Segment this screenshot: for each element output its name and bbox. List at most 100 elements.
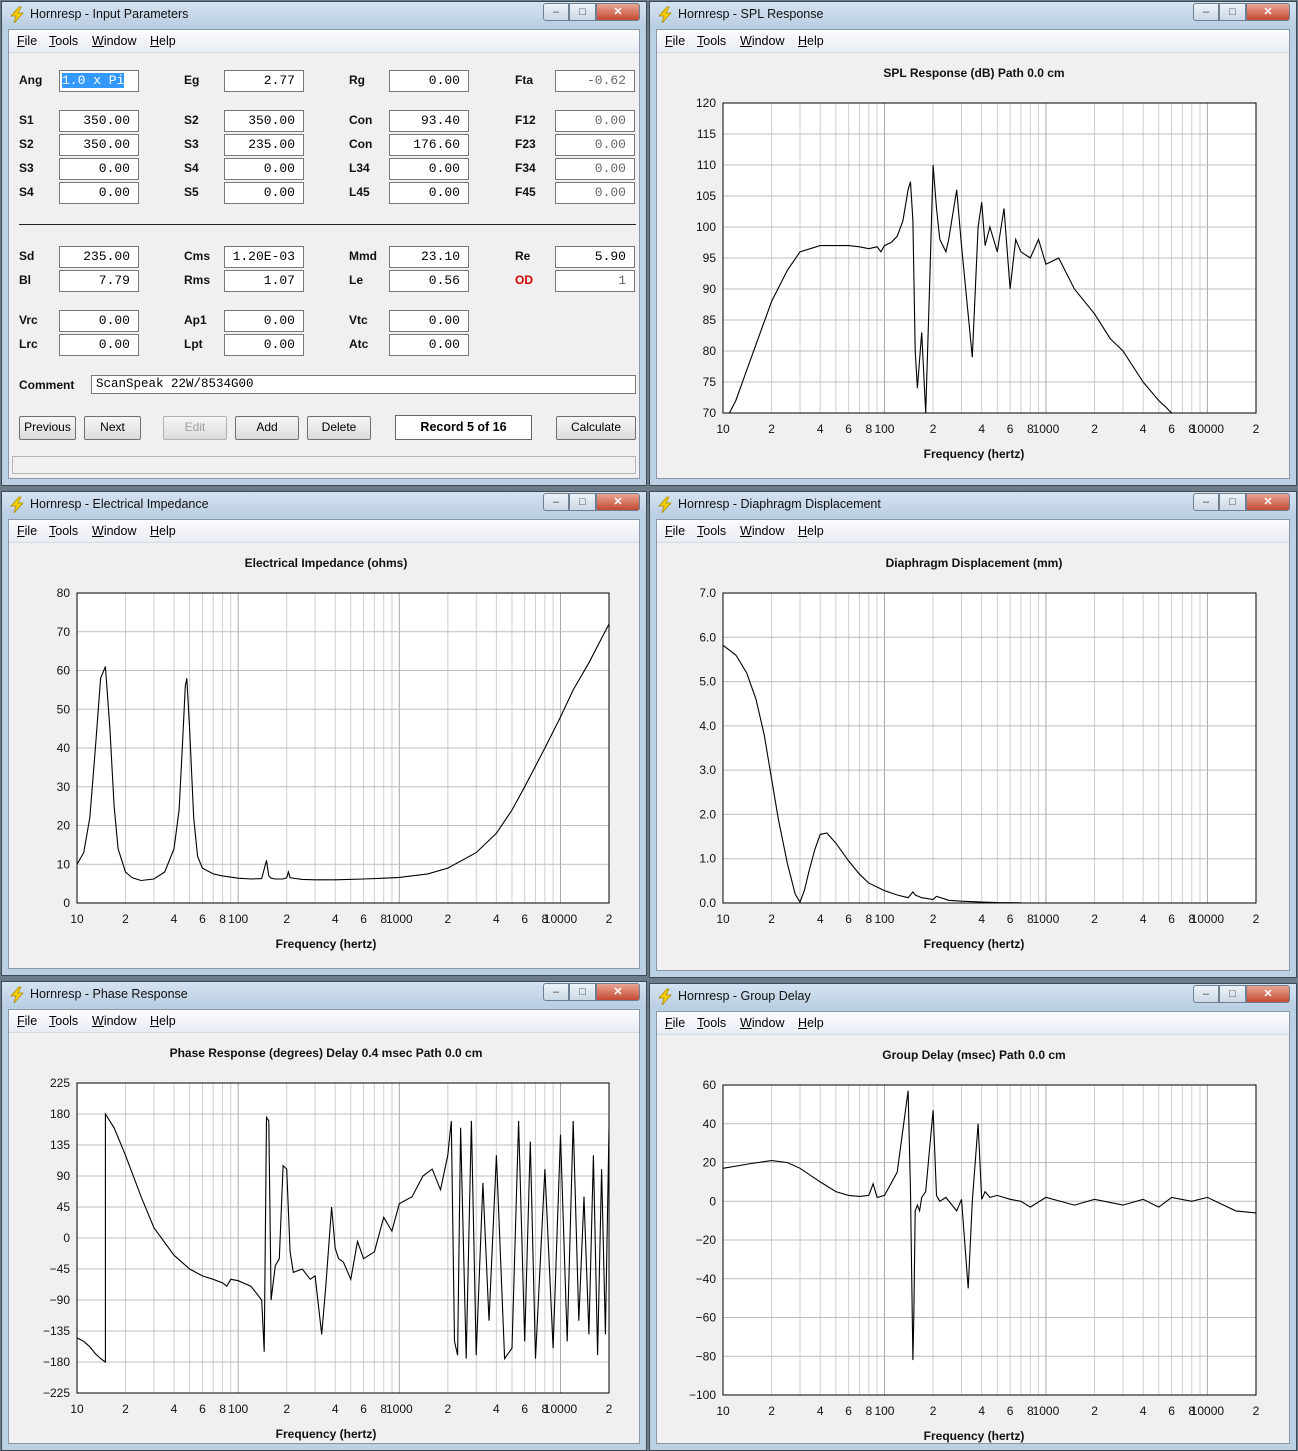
menu-window[interactable]: Window — [740, 524, 785, 538]
param-field-l45[interactable]: 0.00 — [389, 182, 469, 204]
series-line — [723, 1090, 1256, 1361]
param-field-rms[interactable]: 1.07 — [224, 270, 304, 292]
param-field-s2[interactable]: 350.00 — [224, 110, 304, 132]
close-button[interactable]: ✕ — [596, 3, 640, 21]
param-field-od[interactable]: 1 — [555, 270, 635, 292]
menu-window[interactable]: Window — [92, 1014, 137, 1028]
close-button[interactable]: ✕ — [1246, 3, 1290, 21]
maximize-button[interactable]: □ — [1219, 3, 1246, 21]
comment-field[interactable]: ScanSpeak 22W/8534G00 — [91, 375, 636, 394]
param-field-s3[interactable]: 0.00 — [59, 158, 139, 180]
delete-button[interactable]: Delete — [307, 416, 371, 440]
minimize-button[interactable]: – — [543, 983, 569, 1001]
menu-tools[interactable]: Tools — [49, 1014, 79, 1028]
param-field-con[interactable]: 176.60 — [389, 134, 469, 156]
menu-file[interactable]: File — [17, 34, 38, 48]
menu-file[interactable]: File — [17, 1014, 38, 1028]
menu-help[interactable]: Help — [798, 524, 824, 538]
maximize-button[interactable]: □ — [569, 983, 596, 1001]
titlebar[interactable]: Hornresp - Group Delay – □ ✕ — [650, 984, 1296, 1010]
param-field-sd[interactable]: 235.00 — [59, 246, 139, 268]
param-field-le[interactable]: 0.56 — [389, 270, 469, 292]
menu-tools[interactable]: Tools — [697, 524, 727, 538]
param-field-fta[interactable]: -0.62 — [555, 70, 635, 92]
param-field-re[interactable]: 5.90 — [555, 246, 635, 268]
param-field-s3[interactable]: 235.00 — [224, 134, 304, 156]
menu-window[interactable]: Window — [92, 34, 137, 48]
param-field-con[interactable]: 93.40 — [389, 110, 469, 132]
group-delay-window: Hornresp - Group Delay – □ ✕ File Tools Window… — [649, 983, 1297, 1451]
param-field-f23[interactable]: 0.00 — [555, 134, 635, 156]
param-field-eg[interactable]: 2.77 — [224, 70, 304, 92]
maximize-button[interactable]: □ — [1219, 493, 1246, 511]
maximize-button[interactable]: □ — [569, 493, 596, 511]
close-button[interactable]: ✕ — [1246, 985, 1290, 1003]
param-field-ang[interactable]: 1.0 x Pi — [59, 70, 139, 92]
x-tick-label: 2 — [444, 912, 451, 926]
param-field-atc[interactable]: 0.00 — [389, 334, 469, 356]
param-field-rg[interactable]: 0.00 — [389, 70, 469, 92]
menu-help[interactable]: Help — [798, 1016, 824, 1030]
minimize-button[interactable]: – — [1193, 3, 1219, 21]
x-tick-label: 8 — [865, 912, 872, 926]
close-button[interactable]: ✕ — [596, 983, 640, 1001]
param-field-vrc[interactable]: 0.00 — [59, 310, 139, 332]
param-field-mmd[interactable]: 23.10 — [389, 246, 469, 268]
previous-button[interactable]: Previous — [19, 416, 76, 440]
menu-tools[interactable]: Tools — [49, 524, 79, 538]
edit-button[interactable]: Edit — [163, 416, 227, 440]
menu-help[interactable]: Help — [150, 34, 176, 48]
maximize-button[interactable]: □ — [1219, 985, 1246, 1003]
menu-help[interactable]: Help — [150, 524, 176, 538]
param-field-lrc[interactable]: 0.00 — [59, 334, 139, 356]
titlebar[interactable]: Hornresp - Diaphragm Displacement – □ ✕ — [650, 492, 1296, 518]
param-field-s4[interactable]: 0.00 — [224, 158, 304, 180]
param-field-l34[interactable]: 0.00 — [389, 158, 469, 180]
titlebar[interactable]: Hornresp - Phase Response – □ ✕ — [2, 982, 646, 1008]
calculate-button[interactable]: Calculate — [556, 416, 636, 440]
menu-file[interactable]: File — [17, 524, 38, 538]
x-tick-label: 8 — [865, 1404, 872, 1418]
add-button[interactable]: Add — [235, 416, 299, 440]
param-field-s1[interactable]: 350.00 — [59, 110, 139, 132]
close-button[interactable]: ✕ — [1246, 493, 1290, 511]
y-tick-label: 0 — [63, 1231, 70, 1245]
param-field-s2[interactable]: 350.00 — [59, 134, 139, 156]
x-tick-label: 6 — [845, 912, 852, 926]
menu-tools[interactable]: Tools — [697, 34, 727, 48]
param-field-f12[interactable]: 0.00 — [555, 110, 635, 132]
param-field-cms[interactable]: 1.20E-03 — [224, 246, 304, 268]
titlebar[interactable]: Hornresp - Electrical Impedance – □ ✕ — [2, 492, 646, 518]
menu-help[interactable]: Help — [150, 1014, 176, 1028]
minimize-button[interactable]: – — [1193, 493, 1219, 511]
param-field-s5[interactable]: 0.00 — [224, 182, 304, 204]
param-field-f45[interactable]: 0.00 — [555, 182, 635, 204]
input-window-titlebar[interactable]: Hornresp - Input Parameters – □ ✕ — [2, 2, 646, 28]
param-label-s5: S5 — [184, 185, 199, 199]
param-field-lpt[interactable]: 0.00 — [224, 334, 304, 356]
x-tick-label: 10 — [716, 912, 730, 926]
next-button[interactable]: Next — [84, 416, 141, 440]
menu-window[interactable]: Window — [740, 1016, 785, 1030]
minimize-button[interactable]: – — [543, 493, 569, 511]
param-field-bl[interactable]: 7.79 — [59, 270, 139, 292]
param-value: 0.00 — [98, 313, 130, 328]
param-field-ap1[interactable]: 0.00 — [224, 310, 304, 332]
menu-tools[interactable]: Tools — [49, 34, 79, 48]
maximize-button[interactable]: □ — [569, 3, 596, 21]
menu-file[interactable]: File — [665, 524, 686, 538]
param-field-s4[interactable]: 0.00 — [59, 182, 139, 204]
menu-tools[interactable]: Tools — [697, 1016, 727, 1030]
menu-file[interactable]: File — [665, 34, 686, 48]
menu-help[interactable]: Help — [798, 34, 824, 48]
param-field-f34[interactable]: 0.00 — [555, 158, 635, 180]
minimize-button[interactable]: – — [1193, 985, 1219, 1003]
param-field-vtc[interactable]: 0.00 — [389, 310, 469, 332]
param-value: 0.00 — [428, 337, 460, 352]
menu-window[interactable]: Window — [92, 524, 137, 538]
menu-file[interactable]: File — [665, 1016, 686, 1030]
close-button[interactable]: ✕ — [596, 493, 640, 511]
titlebar[interactable]: Hornresp - SPL Response – □ ✕ — [650, 2, 1296, 28]
menu-window[interactable]: Window — [740, 34, 785, 48]
minimize-button[interactable]: – — [543, 3, 569, 21]
